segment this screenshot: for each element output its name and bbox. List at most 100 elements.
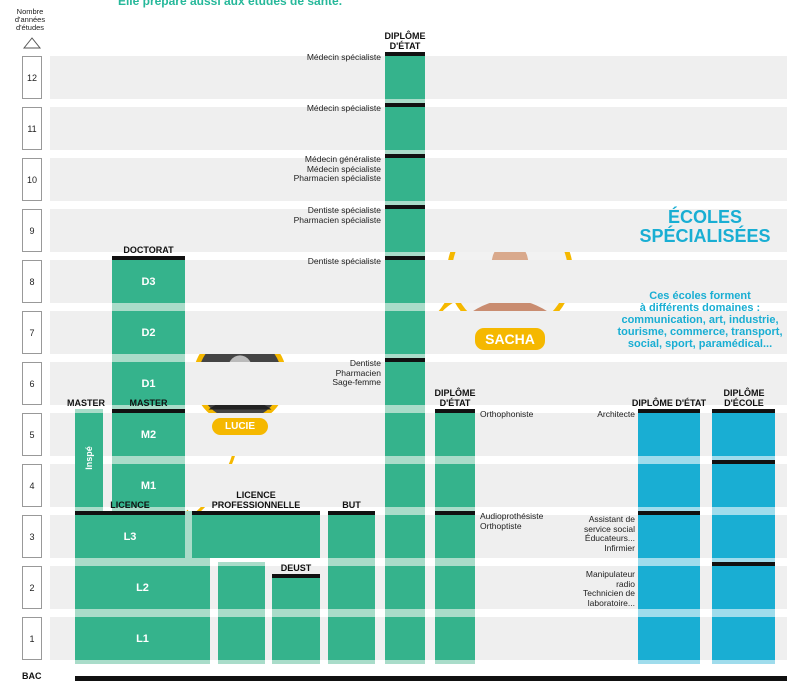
base-label: BAC (22, 671, 42, 681)
header-bar (385, 103, 425, 107)
header-bar (328, 511, 375, 515)
header-bar (712, 460, 775, 464)
header-bar (638, 511, 700, 515)
column-header: BUT (328, 500, 375, 510)
column-header: LICENCE (75, 500, 185, 510)
degree-block (385, 617, 425, 660)
schools-text: tourisme, commerce, transport, (590, 326, 787, 338)
degree-block: M2 (112, 413, 185, 456)
degree-block (218, 617, 265, 660)
school-block (712, 566, 775, 609)
year-box: 5 (22, 413, 42, 456)
intro: Elle prépare aussi aux études de santé. (60, 0, 400, 8)
header-bar (385, 358, 425, 362)
schools-text: communication, art, industrie, (590, 314, 787, 326)
degree-block (385, 311, 425, 354)
degree-block (385, 464, 425, 507)
degree-block (435, 464, 475, 507)
degree-block (385, 260, 425, 303)
header-bar (75, 511, 185, 515)
name-pill: LUCIE (212, 418, 268, 435)
degree-block (435, 617, 475, 660)
schools-text: Ces écoles forment (590, 290, 787, 302)
degree-block (328, 617, 375, 660)
header-bar (638, 409, 700, 413)
year-box: 6 (22, 362, 42, 405)
degree-block (328, 515, 375, 558)
header-bar (712, 409, 775, 413)
axis-arrow (24, 38, 40, 48)
degree-block: L2 (75, 566, 210, 609)
school-block (712, 413, 775, 456)
header-bar (385, 154, 425, 158)
header-bar (112, 409, 185, 413)
degree-block (385, 566, 425, 609)
job-label: Orthoptiste (480, 522, 522, 532)
degree-block (218, 566, 265, 609)
degree-block (385, 362, 425, 405)
job-label: Médecin spécialiste (307, 104, 381, 114)
year-box: 3 (22, 515, 42, 558)
column-header: DOCTORAT (112, 245, 185, 255)
axis-title: d'études (4, 24, 56, 32)
job-label: Sage-femme (332, 378, 381, 388)
column-header: MASTER (60, 398, 112, 408)
degree-block: D3 (112, 260, 185, 303)
school-block (638, 464, 700, 507)
header-bar (435, 409, 475, 413)
column-header: MASTER (112, 398, 185, 408)
year-box: 8 (22, 260, 42, 303)
header-bar (192, 511, 320, 515)
job-label: Pharmacien spécialiste (294, 216, 381, 226)
degree-block (272, 617, 320, 660)
name-pill: SACHA (475, 328, 545, 350)
job-label: Pharmacien spécialiste (294, 174, 381, 184)
degree-block (385, 107, 425, 150)
column-header: DIPLÔME D'ÉCOLE (706, 388, 782, 408)
degree-block (385, 515, 425, 558)
degree-block (435, 566, 475, 609)
year-box: 10 (22, 158, 42, 201)
column-header: LICENCE PROFESSIONNELLE (192, 490, 320, 510)
degree-block (385, 158, 425, 201)
schools-title: ÉCOLES SPÉCIALISÉES (630, 208, 780, 246)
degree-block: L3 (75, 515, 185, 558)
school-block (638, 515, 700, 558)
column-header: DEUST (272, 563, 320, 573)
job-label: Infirmier (604, 544, 635, 554)
degree-block (192, 515, 320, 558)
job-label: Orthophoniste (480, 410, 533, 420)
column-header: DIPLÔME D'ÉTAT (425, 388, 485, 408)
degree-block (435, 515, 475, 558)
degree-block (385, 56, 425, 99)
degree-block (435, 413, 475, 456)
year-box: 7 (22, 311, 42, 354)
column-header: DIPLÔME D'ÉTAT (630, 398, 708, 408)
school-block (638, 617, 700, 660)
school-block (712, 515, 775, 558)
year-box: 12 (22, 56, 42, 99)
header-bar (435, 511, 475, 515)
year-box: 2 (22, 566, 42, 609)
column-header: DIPLÔME D'ÉTAT (375, 31, 435, 51)
header-bar (712, 562, 775, 566)
schools-text: à différents domaines : (590, 302, 787, 314)
degree-block (385, 413, 425, 456)
year-box: 4 (22, 464, 42, 507)
schools-text: social, sport, paramédical... (590, 338, 787, 350)
year-box: 1 (22, 617, 42, 660)
base-line (75, 676, 787, 681)
header-bar (385, 205, 425, 209)
job-label: laboratoire... (588, 599, 635, 609)
header-bar (112, 256, 185, 260)
degree-block: L1 (75, 617, 210, 660)
job-label: Médecin spécialiste (307, 53, 381, 63)
diagram: Elle prépare aussi aux études de santé. 1… (0, 0, 787, 684)
degree-block (328, 566, 375, 609)
school-block (712, 617, 775, 660)
year-box: 9 (22, 209, 42, 252)
year-box: 11 (22, 107, 42, 150)
degree-block (272, 576, 320, 609)
header-bar (272, 574, 320, 578)
school-block (638, 413, 700, 456)
